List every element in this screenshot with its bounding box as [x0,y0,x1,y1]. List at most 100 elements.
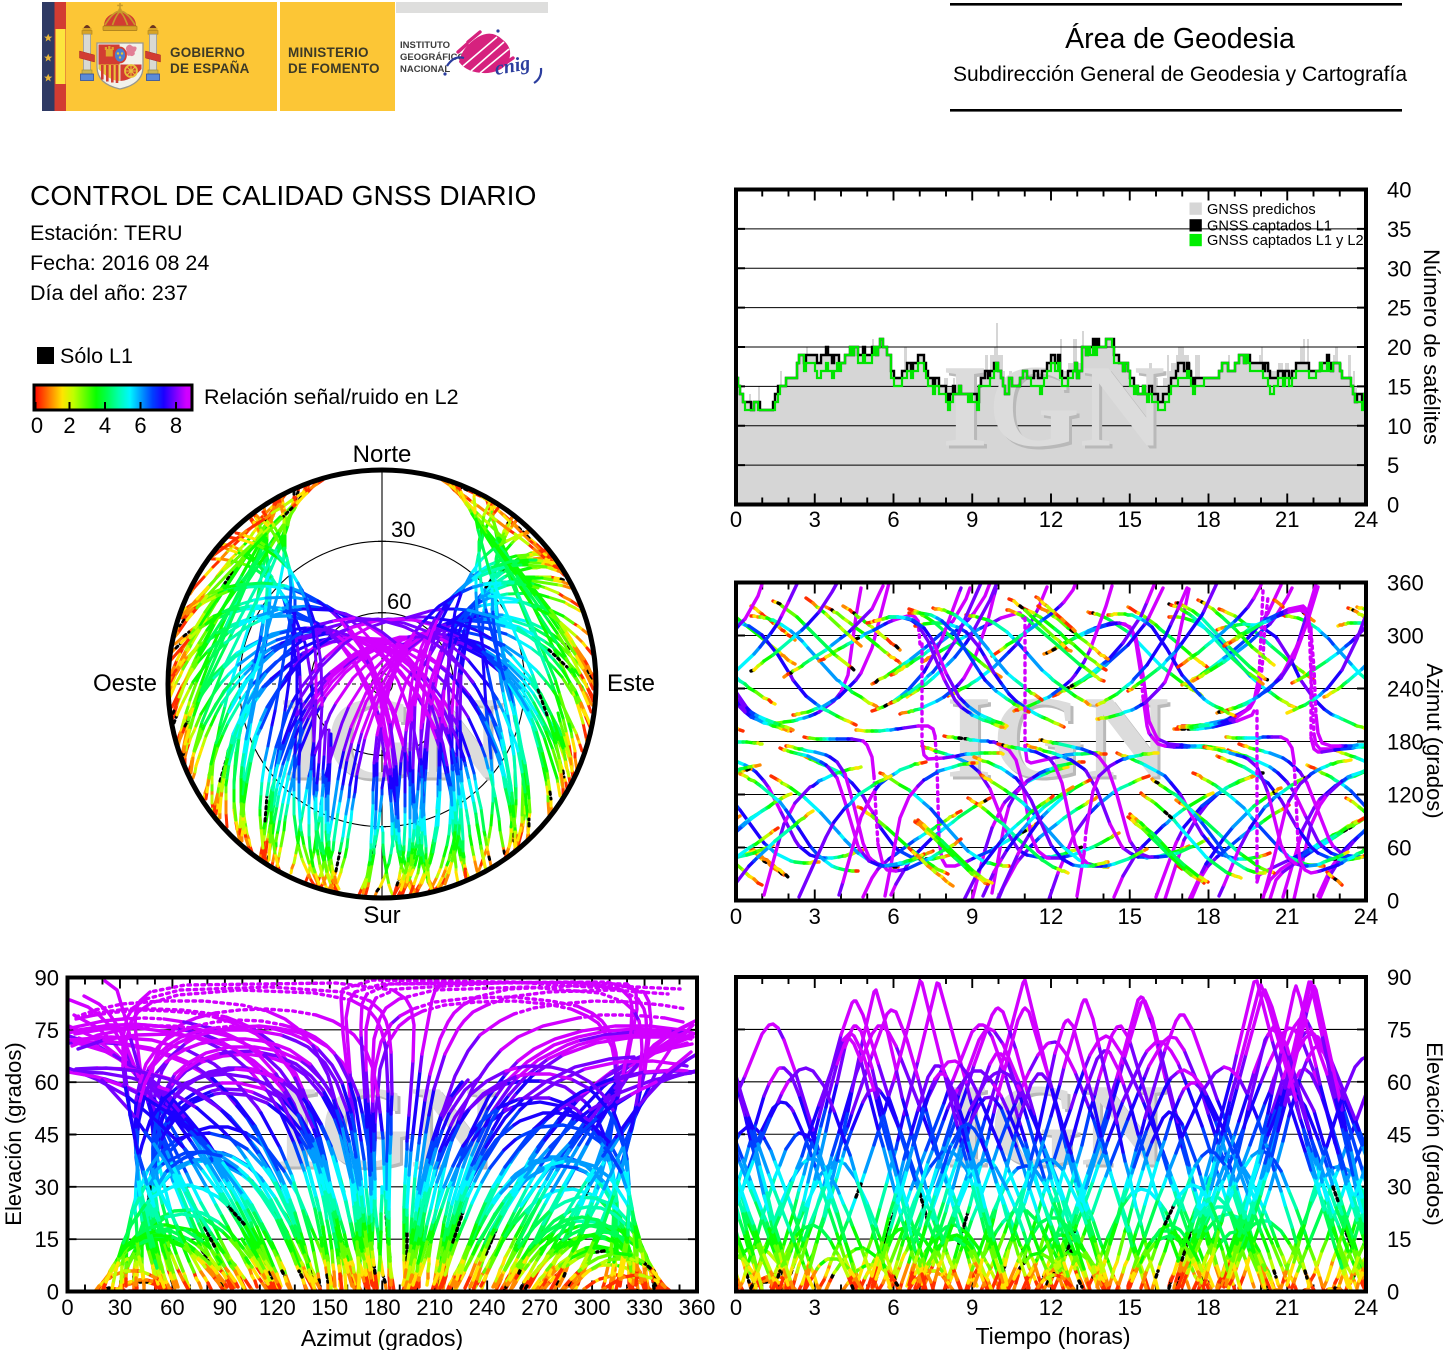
svg-text:Estación: TERU: Estación: TERU [30,221,183,245]
svg-text:24: 24 [1354,904,1378,929]
svg-text:Tiempo (horas): Tiempo (horas) [975,1323,1130,1349]
svg-text:60: 60 [1387,1070,1411,1095]
svg-text:Azimut (grados): Azimut (grados) [1422,663,1445,818]
svg-text:360: 360 [679,1295,716,1320]
svg-text:Este: Este [607,670,655,697]
svg-text:GNSS predichos: GNSS predichos [1207,202,1316,218]
svg-text:10: 10 [1387,414,1411,439]
svg-text:330: 330 [626,1295,663,1320]
svg-text:12: 12 [1039,507,1063,532]
svg-text:30: 30 [391,517,415,542]
svg-text:45: 45 [1387,1122,1411,1147]
svg-text:240: 240 [469,1295,506,1320]
svg-text:24: 24 [1354,507,1378,532]
svg-text:15: 15 [1118,904,1142,929]
svg-text:0: 0 [1387,493,1399,518]
svg-text:GOBIERNO: GOBIERNO [170,45,245,60]
svg-text:360: 360 [1387,571,1424,596]
svg-text:270: 270 [521,1295,558,1320]
svg-text:90: 90 [35,966,59,991]
svg-text:45: 45 [35,1123,59,1148]
svg-text:150: 150 [311,1295,348,1320]
svg-text:GNSS captados L1 y L2: GNSS captados L1 y L2 [1207,233,1364,249]
svg-text:15: 15 [1387,374,1411,399]
svg-text:0: 0 [1387,1280,1399,1305]
svg-text:180: 180 [1387,730,1424,755]
svg-text:2: 2 [63,413,75,438]
svg-text:3: 3 [809,904,821,929]
svg-text:21: 21 [1275,1295,1299,1320]
svg-text:300: 300 [1387,624,1424,649]
svg-text:75: 75 [1387,1017,1411,1042]
svg-text:9: 9 [966,507,978,532]
svg-text:60: 60 [387,589,411,614]
svg-text:15: 15 [1387,1227,1411,1252]
svg-text:0: 0 [31,413,43,438]
svg-text:Elevación (grados): Elevación (grados) [1422,1042,1445,1225]
svg-text:210: 210 [416,1295,453,1320]
svg-text:0: 0 [61,1295,73,1320]
svg-text:IGN: IGN [942,340,1165,471]
svg-text:CONTROL DE CALIDAD GNSS DIARIO: CONTROL DE CALIDAD GNSS DIARIO [30,179,536,211]
svg-text:Norte: Norte [353,441,412,468]
svg-text:9: 9 [966,904,978,929]
svg-text:15: 15 [1118,1295,1142,1320]
svg-text:Sólo L1: Sólo L1 [60,344,133,368]
svg-text:Relación señal/ruido en L2: Relación señal/ruido en L2 [204,385,459,409]
svg-text:30: 30 [108,1295,132,1320]
svg-text:20: 20 [1387,335,1411,360]
svg-text:4: 4 [99,413,111,438]
svg-text:120: 120 [1387,783,1424,808]
svg-text:6: 6 [887,904,899,929]
svg-text:6: 6 [887,507,899,532]
svg-text:21: 21 [1275,507,1299,532]
svg-text:Oeste: Oeste [93,670,157,697]
svg-text:GNSS captados L1: GNSS captados L1 [1207,219,1332,235]
svg-text:Número de satélites: Número de satélites [1419,249,1444,445]
svg-text:6: 6 [134,413,146,438]
svg-text:DE ESPAÑA: DE ESPAÑA [170,61,250,76]
svg-text:12: 12 [1039,904,1063,929]
svg-text:60: 60 [160,1295,184,1320]
svg-text:DE FOMENTO: DE FOMENTO [288,61,380,76]
svg-text:25: 25 [1387,296,1411,321]
svg-text:30: 30 [1387,256,1411,281]
svg-text:0: 0 [730,904,742,929]
svg-text:Azimut (grados): Azimut (grados) [301,1325,463,1350]
svg-text:INSTITUTO: INSTITUTO [400,40,450,51]
svg-text:120: 120 [259,1295,296,1320]
svg-text:0: 0 [730,507,742,532]
svg-text:Elevación (grados): Elevación (grados) [1,1042,26,1225]
svg-text:0: 0 [730,1295,742,1320]
svg-text:MINISTERIO: MINISTERIO [288,45,369,60]
svg-text:30: 30 [1387,1175,1411,1200]
svg-text:30: 30 [35,1175,59,1200]
svg-text:40: 40 [1387,178,1411,203]
svg-text:GEOGRÁFICO: GEOGRÁFICO [400,52,465,63]
svg-text:90: 90 [1387,965,1411,990]
svg-text:9: 9 [966,1295,978,1320]
svg-text:35: 35 [1387,217,1411,242]
svg-text:180: 180 [364,1295,401,1320]
svg-text:8: 8 [170,413,182,438]
svg-text:15: 15 [1118,507,1142,532]
svg-text:0: 0 [1387,889,1399,914]
svg-text:75: 75 [35,1018,59,1043]
svg-text:0: 0 [47,1280,59,1305]
svg-text:Día del año: 237: Día del año: 237 [30,281,188,305]
svg-text:Subdirección General de Geodes: Subdirección General de Geodesia y Carto… [953,63,1407,86]
svg-text:Fecha: 2016 08 24: Fecha: 2016 08 24 [30,251,209,275]
svg-text:18: 18 [1196,1295,1220,1320]
svg-text:60: 60 [1387,836,1411,861]
svg-text:6: 6 [887,1295,899,1320]
svg-text:18: 18 [1196,904,1220,929]
svg-text:240: 240 [1387,677,1424,702]
svg-text:3: 3 [809,507,821,532]
svg-text:3: 3 [809,1295,821,1320]
svg-text:15: 15 [35,1227,59,1252]
svg-text:5: 5 [1387,453,1399,478]
svg-text:Área de Geodesia: Área de Geodesia [1065,23,1295,55]
svg-text:24: 24 [1354,1295,1378,1320]
svg-text:NACIONAL: NACIONAL [400,64,450,75]
svg-text:18: 18 [1196,507,1220,532]
